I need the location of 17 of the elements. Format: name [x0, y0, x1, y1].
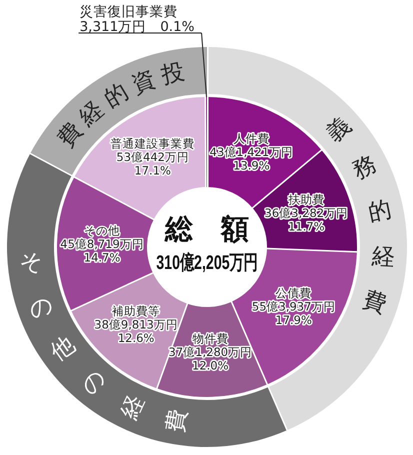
slice-label: 物件費	[192, 331, 228, 346]
data-label: 53億442万円 17.1%	[116, 150, 189, 178]
slice-label: 補助費等	[112, 304, 160, 318]
slice-label: 普通建設事業費	[110, 136, 195, 151]
data-label: 55億3,937万円 17.9%	[252, 299, 336, 327]
data-label: 38億9,813万円 12.6%	[94, 317, 178, 345]
slice-label: 災害復旧事業費	[80, 4, 178, 20]
slice-label: その他	[84, 224, 120, 238]
data-label: 3,311万円 0.1%	[80, 19, 195, 35]
data-label: 45億8,719万円 14.7%	[60, 237, 144, 265]
slice-label: 公債費	[276, 286, 312, 300]
text: 310億2,205万円	[156, 250, 258, 274]
data-label: 36億3,282万円 11.7%	[264, 206, 348, 234]
slice-label: 扶助費	[287, 192, 324, 206]
data-label: 43億1,421万円 13.9%	[210, 144, 294, 172]
text: 総 額	[164, 212, 249, 246]
slice-label: 人件費	[233, 131, 270, 146]
